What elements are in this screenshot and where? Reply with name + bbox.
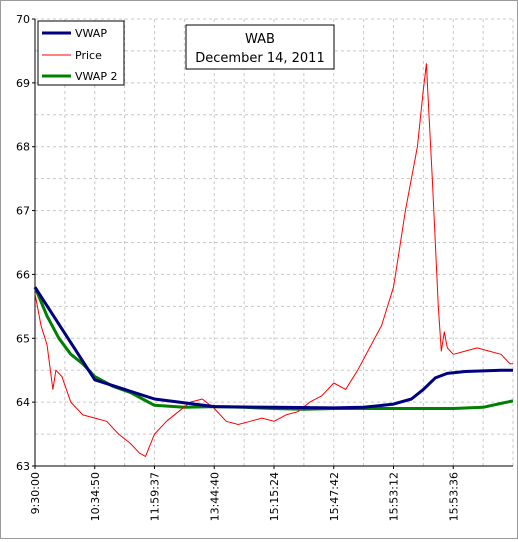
legend: VWAP Price VWAP 2 (37, 20, 125, 86)
y-tick-label: 64 (16, 396, 30, 409)
y-tick-label: 70 (16, 13, 30, 26)
x-tick-label: 10:34:50 (89, 472, 102, 521)
legend-label-price: Price (75, 49, 102, 62)
x-tick-label: 15:53:12 (388, 472, 401, 521)
y-tick-label: 65 (16, 332, 30, 345)
title-box (185, 24, 335, 70)
title-block: WAB December 14, 2011 (185, 24, 335, 70)
y-tick-label: 66 (16, 268, 30, 281)
x-tick-label: 11:59:37 (149, 472, 162, 521)
chart-title: WAB (245, 32, 275, 47)
y-ticks: 63 64 65 66 67 68 69 70 (16, 13, 35, 473)
series-vwap (33, 286, 513, 410)
legend-label-vwap-2: VWAP 2 (75, 70, 117, 83)
x-tick-label: 15:47:42 (328, 472, 341, 521)
series-lines (33, 63, 514, 457)
y-tick-label: 69 (16, 77, 30, 90)
y-tick-label: 68 (16, 141, 30, 154)
series-price (34, 63, 513, 457)
chart-subtitle: December 14, 2011 (195, 51, 324, 66)
x-tick-label: 15:15:24 (268, 472, 281, 521)
legend-label-vwap: VWAP (75, 27, 107, 40)
y-tick-label: 67 (16, 205, 30, 218)
y-tick-label: 63 (16, 460, 30, 473)
grid (34, 18, 514, 467)
x-tick-label: 13:44:40 (208, 472, 221, 521)
x-tick-label: 15:53:36 (447, 472, 460, 521)
x-ticks: 9:30:00 10:34:50 11:59:37 13:44:40 15:15:24 1… (29, 466, 460, 521)
x-tick-label: 9:30:00 (29, 472, 42, 514)
